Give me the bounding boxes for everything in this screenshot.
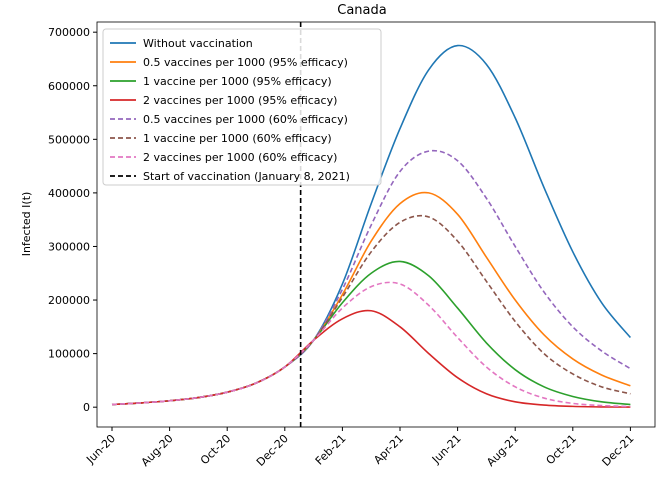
y-tick-label: 300000 <box>48 240 90 253</box>
legend-label: 1 vaccine per 1000 (60% efficacy) <box>143 132 332 145</box>
y-tick-label: 200000 <box>48 294 90 307</box>
legend-label: Without vaccination <box>143 37 253 50</box>
y-axis-label: Infected I(t) <box>20 192 33 257</box>
x-tick-label: Aug-20 <box>139 432 176 469</box>
x-tick-label: Aug-21 <box>484 432 521 469</box>
y-tick-label: 100000 <box>48 348 90 361</box>
legend-label: 2 vaccines per 1000 (60% efficacy) <box>143 151 337 164</box>
legend-label: Start of vaccination (January 8, 2021) <box>143 170 350 183</box>
legend-label: 1 vaccine per 1000 (95% efficacy) <box>143 75 332 88</box>
y-tick-label: 0 <box>83 401 90 414</box>
legend-label: 2 vaccines per 1000 (95% efficacy) <box>143 94 337 107</box>
y-tick-label: 400000 <box>48 187 90 200</box>
x-tick-label: Apr-21 <box>371 432 406 467</box>
y-tick-label: 700000 <box>48 26 90 39</box>
x-tick-label: Oct-20 <box>198 432 233 467</box>
legend-label: 0.5 vaccines per 1000 (60% efficacy) <box>143 113 348 126</box>
x-tick-label: Jun-20 <box>83 432 118 467</box>
series-line <box>111 309 631 408</box>
series-line <box>111 214 631 406</box>
series-line <box>111 260 631 406</box>
chart-title: Canada <box>337 3 386 18</box>
x-tick-label: Dec-21 <box>600 432 637 469</box>
legend-frame <box>102 28 382 186</box>
x-tick-label: Jun-21 <box>429 432 464 467</box>
plot-frame <box>96 21 656 428</box>
series-line <box>111 149 631 406</box>
y-tick-label: 500000 <box>48 133 90 146</box>
y-tick-label: 600000 <box>48 80 90 93</box>
legend: Without vaccination 0.5 vaccines per 1000… <box>102 28 382 186</box>
x-tick-label: Feb-21 <box>313 432 349 468</box>
x-tick-label: Dec-20 <box>254 432 291 469</box>
legend-label: 0.5 vaccines per 1000 (95% efficacy) <box>143 56 348 69</box>
x-tick-label: Oct-21 <box>544 432 579 467</box>
series-line <box>111 281 631 408</box>
